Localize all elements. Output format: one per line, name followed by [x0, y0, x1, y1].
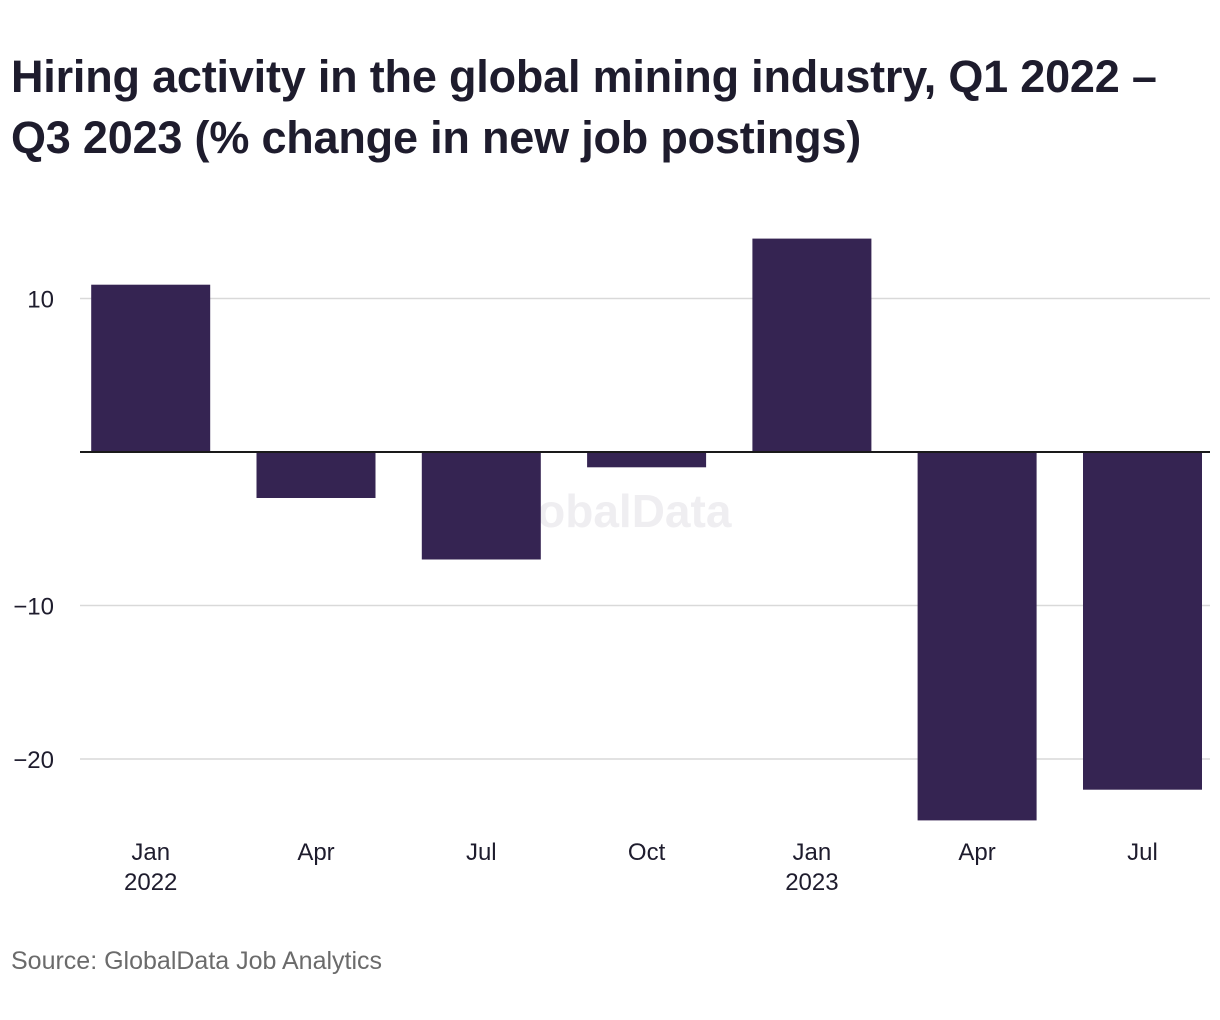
bar: [587, 452, 707, 468]
chart-title: Hiring activity in the global mining ind…: [11, 51, 1157, 163]
y-tick-label: −20: [13, 747, 54, 774]
bars: [91, 238, 1202, 821]
y-axis-ticks: 10 −10 −20: [13, 287, 54, 775]
source-note: Source: GlobalData Job Analytics: [11, 947, 383, 975]
y-tick-label: −10: [13, 594, 54, 621]
x-tick-label: Apr: [297, 839, 334, 866]
x-tick-label: Oct: [628, 839, 666, 866]
x-tick-label: Jul: [466, 839, 497, 866]
x-tick-label: Jul: [1127, 839, 1158, 866]
bar: [421, 452, 541, 560]
bar: [256, 452, 376, 498]
x-tick-label: Apr: [958, 839, 995, 866]
bar: [752, 238, 872, 452]
y-tick-label: 10: [27, 287, 54, 314]
bar: [91, 284, 211, 452]
x-tick-year-label: 2023: [785, 869, 838, 896]
x-tick-label: Jan: [131, 839, 170, 866]
x-tick-label: Jan: [793, 839, 832, 866]
bar: [1083, 452, 1202, 790]
x-tick-year-label: 2022: [124, 869, 177, 896]
bar: [917, 452, 1037, 821]
x-axis-ticks: Jan 2022 Apr Jul Oct Jan 2023 Apr Jul: [124, 839, 1158, 896]
